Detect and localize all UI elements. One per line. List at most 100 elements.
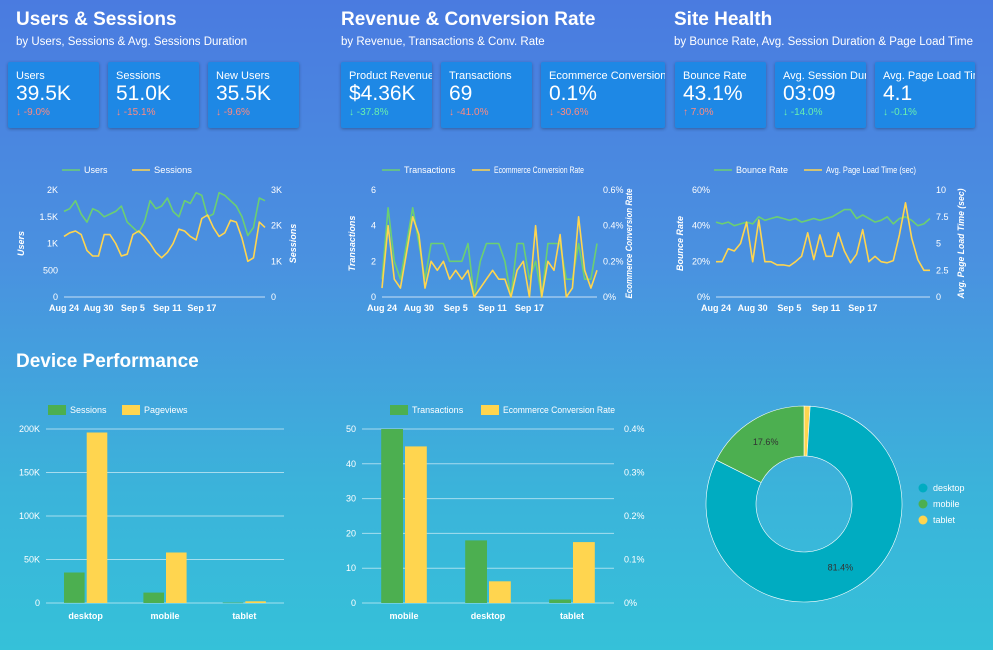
y2-axis-title: Sessions xyxy=(288,224,298,264)
scorecard-value: 39.5K xyxy=(16,82,71,105)
x-tick-label: Aug 24 xyxy=(701,303,731,313)
legend-label: mobile xyxy=(933,499,960,509)
y2-tick-label: 0.1% xyxy=(624,555,645,565)
series-line-0 xyxy=(63,191,266,237)
donut-slice-desktop xyxy=(705,405,903,603)
scorecard-label: Bounce Rate xyxy=(683,70,747,82)
scorecard-value: 0.1% xyxy=(549,82,597,105)
y-tick-label: 150K xyxy=(19,468,40,478)
scorecard-label: Avg. Page Load Time (sec) xyxy=(883,70,975,82)
x-tick-label: Sep 5 xyxy=(121,303,145,313)
x-tick-label: Sep 11 xyxy=(153,303,182,313)
scorecard-ecommerce-conversion-rate[interactable]: Ecommerce Conversion Rate 0.1% ↓ -30.6% xyxy=(541,62,665,128)
scorecard-value: 4.1 xyxy=(883,82,913,105)
scorecard-avg-page-load-time[interactable]: Avg. Page Load Time (sec) 4.1 ↓ -0.1% xyxy=(875,62,975,128)
scorecard-delta: ↓ -9.0% xyxy=(16,107,50,118)
legend-label: Ecommerce Conversion Rate xyxy=(494,165,584,175)
y-axis-title: Users xyxy=(16,231,26,256)
device-share-donut-chart[interactable]: 81.4% 17.6% desktop mobile tablet xyxy=(705,405,965,603)
y-axis-title: Bounce Rate xyxy=(675,216,685,271)
scorecard-sessions[interactable]: Sessions 51.0K ↓ -15.1% xyxy=(108,62,199,128)
y-axis-title: Transactions xyxy=(347,216,357,272)
y2-tick-label: 1K xyxy=(271,256,282,266)
y2-tick-label: 7.5 xyxy=(936,212,949,222)
bar-tablet-0 xyxy=(222,602,244,604)
x-tick-label: tablet xyxy=(560,611,584,621)
legend-dot-mobile xyxy=(918,499,928,509)
scorecard-delta: ↓ -0.1% xyxy=(883,107,917,118)
scorecard-product-revenue[interactable]: Product Revenue $4.36K ↓ -37.8% xyxy=(341,62,432,128)
bar-desktop-1 xyxy=(86,432,108,603)
scorecard-delta: ↓ -30.6% xyxy=(549,107,589,118)
y2-tick-label: 0 xyxy=(271,292,276,302)
legend-label: Bounce Rate xyxy=(736,165,788,175)
y2-tick-label: 2K xyxy=(271,221,282,231)
x-tick-label: tablet xyxy=(232,611,256,621)
series-line-1 xyxy=(716,202,930,272)
y-tick-label: 2K xyxy=(47,185,58,195)
scorecard-users[interactable]: Users 39.5K ↓ -9.0% xyxy=(8,62,99,128)
legend-swatch-1 xyxy=(481,405,499,415)
bar-desktop-0 xyxy=(465,540,487,603)
y2-tick-label: 5 xyxy=(936,239,941,249)
y-tick-label: 60% xyxy=(692,185,710,195)
series-line-0 xyxy=(715,208,931,227)
bar-desktop-0 xyxy=(64,572,85,603)
x-tick-label: Sep 11 xyxy=(478,303,507,313)
legend-label: tablet xyxy=(933,515,956,525)
scorecard-label: Avg. Session Duration xyxy=(783,70,866,82)
bounce-load-time-line-chart[interactable]: Bounce Rate Avg. Page Load Time (sec) 0% 20… xyxy=(675,165,966,313)
scorecard-avg-session-duration[interactable]: Avg. Session Duration 03:09 ↓ -14.0% xyxy=(775,62,866,128)
y-tick-label: 6 xyxy=(371,185,376,195)
transactions-conversion-line-chart[interactable]: Transactions Ecommerce Conversion Rate 0 2 4… xyxy=(347,165,634,313)
x-tick-label: Aug 24 xyxy=(49,303,79,313)
x-tick-label: mobile xyxy=(150,611,179,621)
legend-dot-desktop xyxy=(918,483,928,493)
scorecard-value: 03:09 xyxy=(783,82,836,105)
y2-tick-label: 0.4% xyxy=(603,221,624,231)
site-health-title: Site Health xyxy=(674,9,773,30)
legend-swatch-1 xyxy=(122,405,140,415)
legend-label: desktop xyxy=(933,483,965,493)
scorecard-transactions[interactable]: Transactions 69 ↓ -41.0% xyxy=(441,62,532,128)
users-sessions-line-chart[interactable]: Users Sessions 0 500 1K 1.5K 2K 0 1K 2K 3K Aug 24 Au… xyxy=(16,165,298,313)
scorecard-delta: ↓ -37.8% xyxy=(349,107,389,118)
scorecard-label: Ecommerce Conversion Rate xyxy=(549,70,665,82)
sessions-pageviews-bar-chart[interactable]: Sessions Pageviews 0 50K 100K 150K 200K desktop… xyxy=(19,405,284,621)
scorecard-new-users[interactable]: New Users 35.5K ↓ -9.6% xyxy=(208,62,299,128)
y2-tick-label: 0.6% xyxy=(603,185,624,195)
legend-label: Ecommerce Conversion Rate xyxy=(503,405,615,415)
scorecard-value: $4.36K xyxy=(349,82,416,105)
scorecard-label: New Users xyxy=(216,70,270,82)
y-tick-label: 20 xyxy=(346,528,356,538)
bar-mobile-0 xyxy=(143,592,164,603)
bar-mobile-0 xyxy=(381,429,403,603)
scorecard-delta: ↓ -14.0% xyxy=(783,107,823,118)
x-tick-label: Sep 17 xyxy=(515,303,544,313)
series-line-1 xyxy=(381,216,598,298)
scorecard-bounce-rate[interactable]: Bounce Rate 43.1% ↑ 7.0% xyxy=(675,62,766,128)
legend-label: Sessions xyxy=(70,405,107,415)
scorecard-value: 35.5K xyxy=(216,82,271,105)
legend-swatch-0 xyxy=(390,405,408,415)
x-tick-label: Sep 17 xyxy=(848,303,877,313)
legend-swatch-0 xyxy=(48,405,66,415)
y2-tick-label: 0 xyxy=(936,292,941,302)
y-tick-label: 0 xyxy=(35,598,40,608)
y-tick-label: 50 xyxy=(346,424,356,434)
users-sessions-subtitle: by Users, Sessions & Avg. Sessions Durat… xyxy=(16,36,248,48)
series-line-1 xyxy=(63,214,266,263)
scorecard-value: 43.1% xyxy=(683,82,743,105)
revenue-conversion-subtitle: by Revenue, Transactions & Conv. Rate xyxy=(341,36,545,48)
x-tick-label: Sep 11 xyxy=(812,303,841,313)
scorecard-label: Product Revenue xyxy=(349,70,432,82)
x-tick-label: Sep 17 xyxy=(187,303,216,313)
bar-desktop-1 xyxy=(489,581,511,604)
x-tick-label: mobile xyxy=(389,611,418,621)
y2-tick-label: 2.5 xyxy=(936,265,949,275)
y2-tick-label: 10 xyxy=(936,185,946,195)
x-tick-label: Aug 30 xyxy=(738,303,768,313)
donut-data-label: 81.4% xyxy=(828,562,854,572)
transactions-conversion-bar-chart[interactable]: Transactions Ecommerce Conversion Rate 0 10… xyxy=(346,405,645,621)
scorecard-value: 69 xyxy=(449,82,473,105)
